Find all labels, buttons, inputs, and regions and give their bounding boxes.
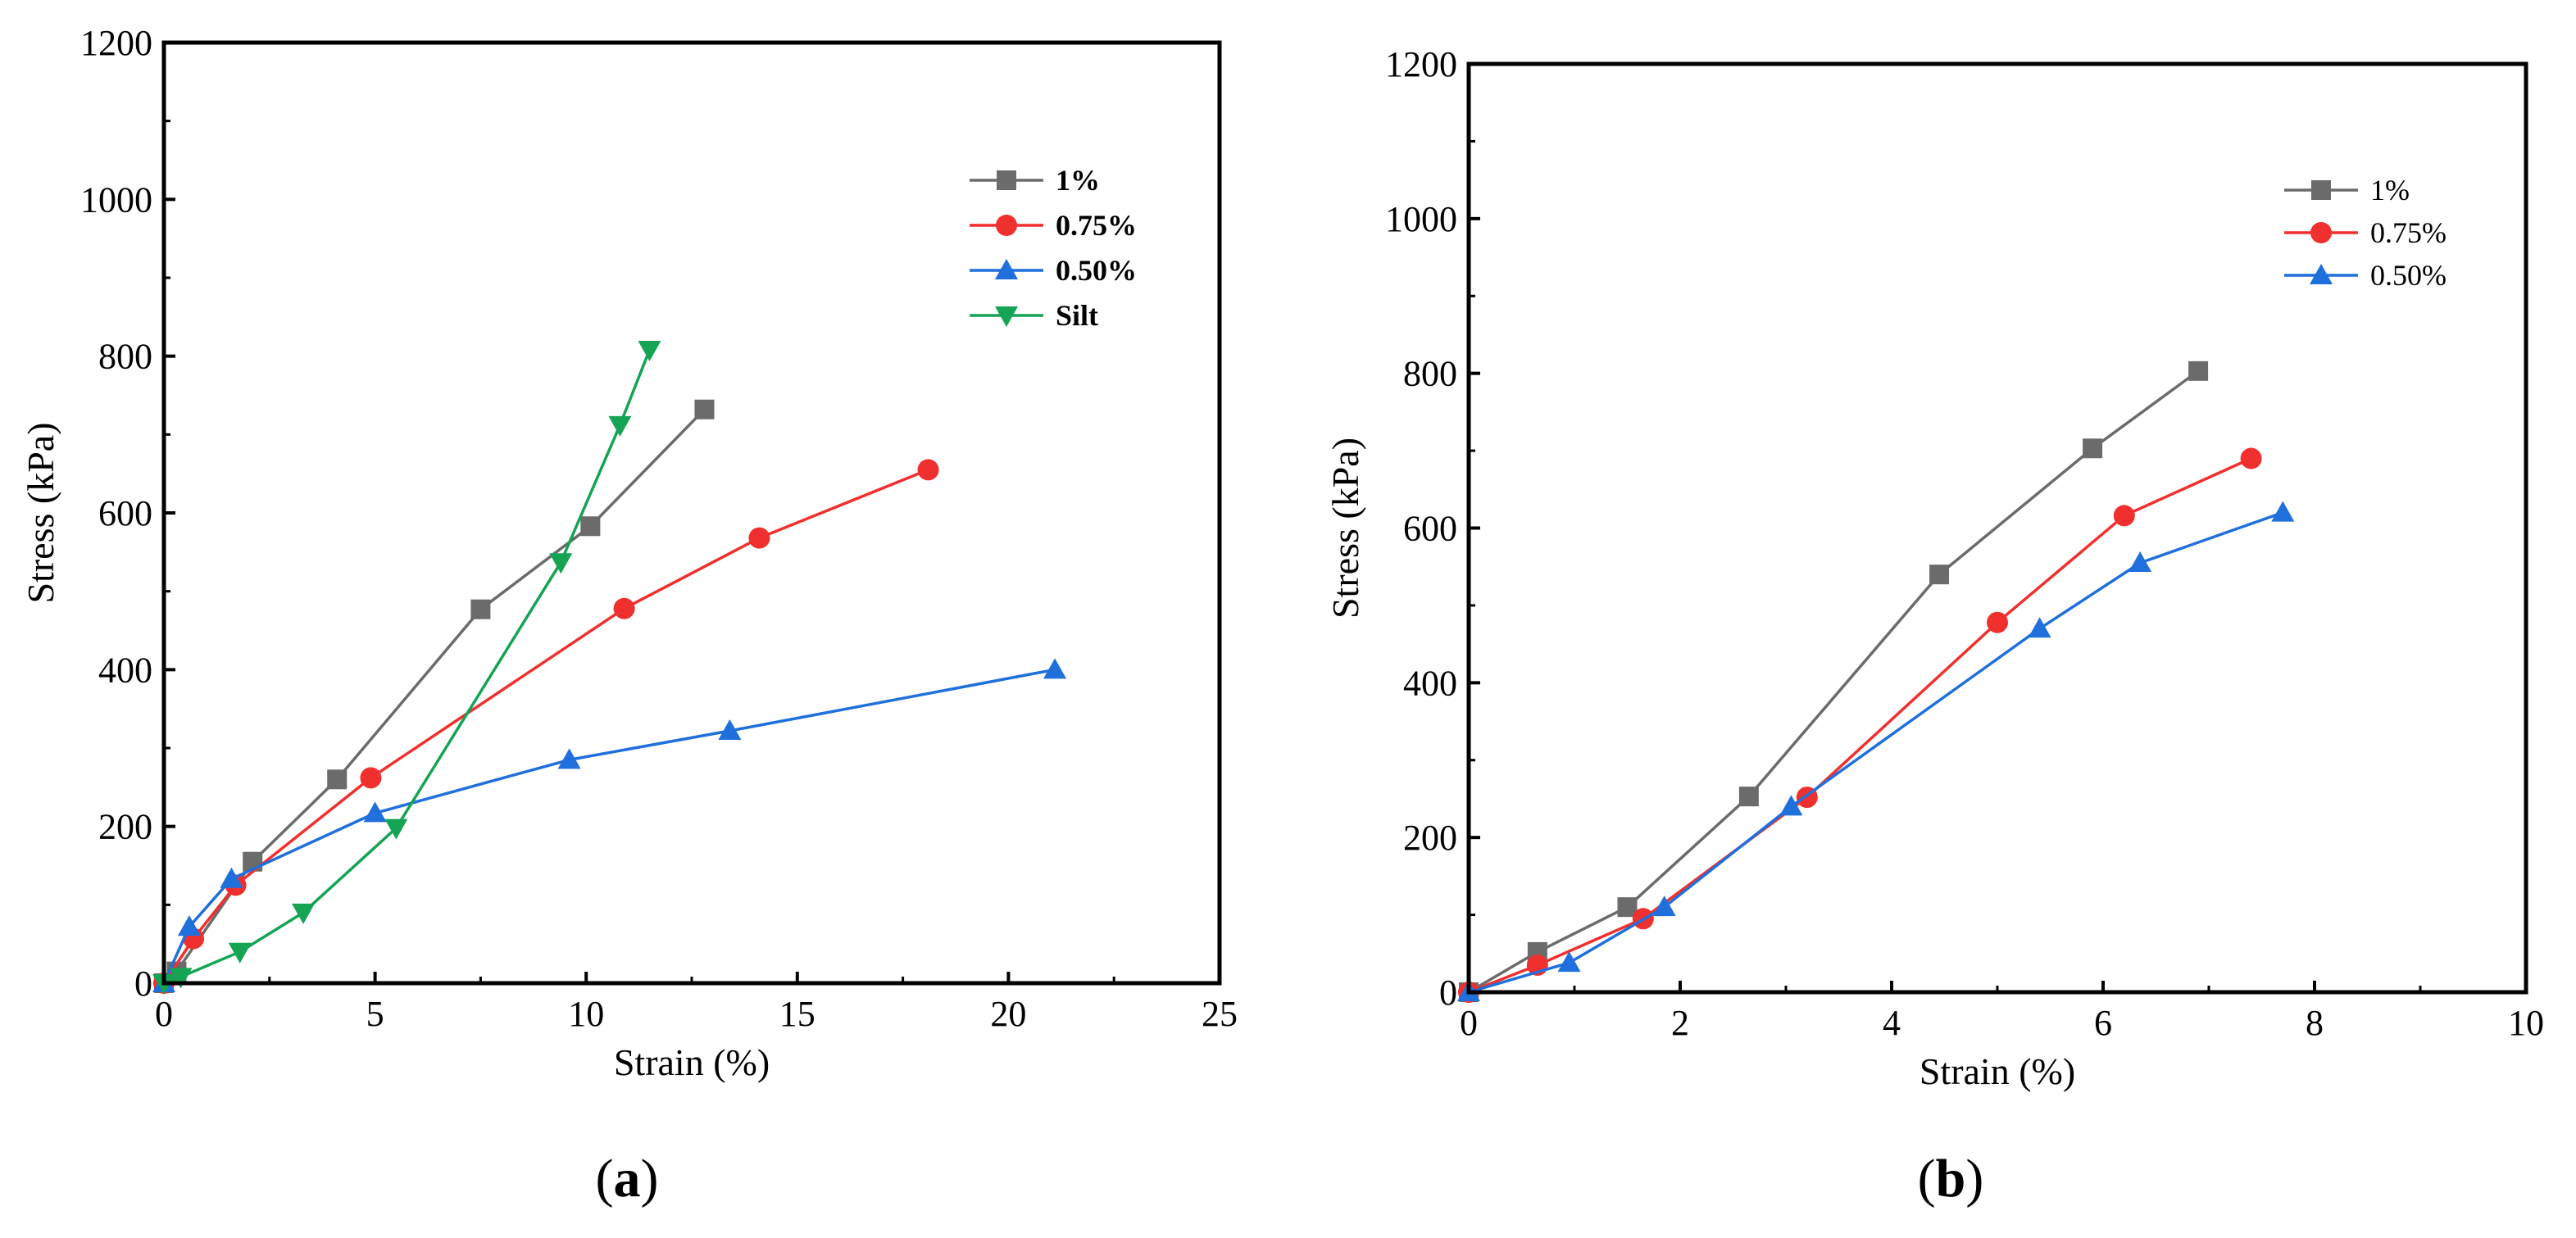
data-point bbox=[169, 968, 193, 989]
legend-marker bbox=[996, 215, 1017, 236]
data-point bbox=[2271, 501, 2295, 522]
data-point bbox=[2113, 505, 2135, 527]
y-tick-label: 600 bbox=[1403, 509, 1457, 549]
data-point bbox=[228, 942, 252, 964]
legend-label: 1% bbox=[2370, 174, 2410, 206]
legend: 1% 0.75% 0.50% bbox=[2284, 174, 2447, 292]
legend-marker bbox=[997, 170, 1016, 190]
y-tick-label: 400 bbox=[98, 650, 152, 690]
x-tick-label: 25 bbox=[1202, 994, 1238, 1034]
x-tick-label: 5 bbox=[366, 994, 384, 1034]
data-point bbox=[2028, 617, 2051, 638]
x-tick-label: 8 bbox=[2306, 1003, 2324, 1043]
data-point bbox=[2188, 361, 2209, 381]
x-tick-label: 10 bbox=[568, 994, 604, 1034]
y-tick-label: 400 bbox=[1403, 663, 1457, 703]
legend-label: 0.50% bbox=[2370, 259, 2447, 292]
data-point bbox=[360, 767, 382, 789]
data-point bbox=[694, 399, 715, 419]
legend-label: 1% bbox=[1056, 164, 1100, 197]
legend-label: 0.75% bbox=[2370, 216, 2447, 249]
x-tick-label: 10 bbox=[2508, 1003, 2544, 1043]
legend-label: Silt bbox=[1056, 299, 1098, 332]
data-point bbox=[2128, 551, 2152, 572]
y-tick-label: 800 bbox=[1403, 354, 1457, 394]
y-axis-label: Stress (kPa) bbox=[1324, 438, 1366, 619]
data-point bbox=[220, 867, 243, 888]
y-tick-label: 1200 bbox=[80, 23, 152, 63]
data-point bbox=[557, 748, 581, 769]
data-point bbox=[718, 719, 742, 740]
data-point bbox=[1929, 565, 1950, 585]
panel-label: (a) bbox=[596, 1149, 659, 1209]
legend-marker bbox=[2311, 180, 2331, 200]
legend-marker bbox=[995, 306, 1018, 327]
data-point bbox=[608, 415, 632, 437]
x-tick-label: 15 bbox=[779, 994, 816, 1034]
legend-marker bbox=[2310, 222, 2332, 243]
y-tick-label: 1000 bbox=[1385, 199, 1457, 239]
series-line-0-50pct bbox=[162, 668, 1056, 984]
y-tick-label: 0 bbox=[1439, 973, 1457, 1013]
legend-label: 0.75% bbox=[1056, 209, 1137, 242]
series-line-silt bbox=[163, 349, 652, 985]
data-point bbox=[384, 819, 408, 840]
data-point bbox=[549, 553, 573, 574]
data-point bbox=[580, 516, 601, 537]
y-tick-label: 800 bbox=[98, 337, 152, 377]
y-tick-label: 0 bbox=[134, 964, 152, 1004]
data-point bbox=[638, 341, 661, 362]
data-point bbox=[1779, 795, 1803, 816]
data-point bbox=[1987, 611, 2008, 633]
panel-label: (b) bbox=[1918, 1149, 1984, 1209]
series-line-0-75pct bbox=[1468, 456, 2252, 994]
series-line-0-75pct bbox=[162, 468, 929, 984]
legend-label: 0.50% bbox=[1056, 254, 1137, 287]
chart-panel-b: 0 2 4 6 8 10 0 200 400 600 800 1000 1200 Strain (%) St… bbox=[1324, 44, 2544, 1209]
y-tick-label: 600 bbox=[98, 493, 152, 533]
panel-letter: b bbox=[1936, 1149, 1966, 1209]
x-tick-label: 0 bbox=[155, 994, 173, 1034]
data-point bbox=[1652, 896, 1676, 917]
series-line-1pct bbox=[1468, 370, 2200, 994]
series-line-1pct bbox=[162, 408, 706, 985]
data-point bbox=[177, 915, 201, 936]
legend-marker bbox=[2310, 264, 2333, 284]
data-point bbox=[748, 527, 770, 549]
y-tick-label: 200 bbox=[1403, 818, 1457, 858]
data-point bbox=[2083, 438, 2103, 459]
x-tick-label: 2 bbox=[1671, 1003, 1689, 1043]
y-tick-label: 1200 bbox=[1385, 44, 1457, 84]
data-point bbox=[613, 597, 635, 619]
series-line-0-50pct bbox=[1468, 510, 2283, 994]
series-group bbox=[152, 341, 1067, 995]
y-tick-label: 200 bbox=[98, 807, 152, 847]
y-axis-label: Stress (kPa) bbox=[20, 422, 61, 603]
data-point bbox=[292, 903, 316, 924]
x-tick-label: 0 bbox=[1460, 1003, 1478, 1043]
panel-letter: a bbox=[614, 1149, 641, 1209]
data-point bbox=[1557, 951, 1581, 973]
data-point bbox=[2240, 447, 2262, 469]
data-point bbox=[363, 801, 387, 823]
data-point bbox=[470, 599, 491, 619]
data-point bbox=[1043, 658, 1067, 679]
data-point bbox=[1738, 787, 1759, 807]
data-point bbox=[917, 459, 939, 481]
x-tick-label: 20 bbox=[990, 994, 1026, 1034]
series-group bbox=[1457, 361, 2295, 1003]
y-tick-label: 1000 bbox=[80, 179, 152, 220]
legend-marker bbox=[995, 259, 1018, 279]
x-tick-label: 6 bbox=[2094, 1003, 2112, 1043]
x-axis-label: Strain (%) bbox=[1920, 1050, 2075, 1092]
x-axis-label: Strain (%) bbox=[614, 1041, 770, 1083]
x-tick-label: 4 bbox=[1883, 1003, 1901, 1043]
legend: 1% 0.75% 0.50% Silt bbox=[970, 164, 1137, 332]
data-point bbox=[327, 769, 348, 790]
chart-panel-a: 0 5 10 15 20 25 0 200 400 600 800 1000 1200 Strain (%… bbox=[20, 23, 1238, 1209]
